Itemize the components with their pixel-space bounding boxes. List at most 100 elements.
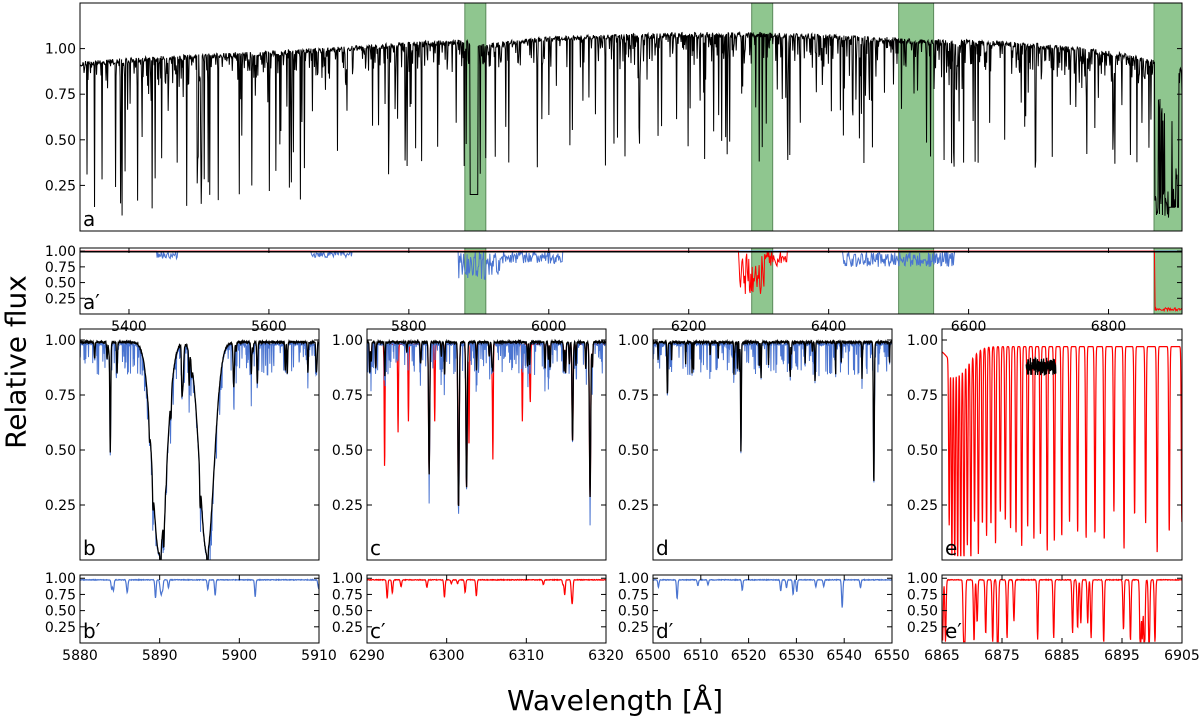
panel-d-plot (653, 338, 892, 483)
a_prime-xtick-label: 6800 (1091, 319, 1127, 335)
d-ytick-label: 0.75 (618, 388, 649, 404)
panel-a-prime-stellar-line (80, 249, 1182, 281)
panel-c_prime-plot (367, 578, 606, 605)
panel-e-observed-line (1025, 356, 1057, 377)
d_prime-xtick-label: 6500 (635, 648, 671, 664)
panel-c-plot (367, 338, 606, 526)
e_prime-xtick-label: 6875 (984, 648, 1020, 664)
panel-a-prime-plot (80, 248, 1182, 314)
panel-b-plot (80, 338, 319, 560)
c_prime-panel-label: c′ (370, 619, 386, 643)
b_prime-ytick-label: 0.50 (45, 604, 76, 620)
e_prime-ytick-label: 0.75 (907, 587, 938, 603)
y-axis-label: Relative flux (0, 275, 33, 449)
e_prime-xtick-label: 6905 (1164, 648, 1200, 664)
d-ytick-label: 1.00 (618, 333, 649, 349)
e_prime-panel-label: e′ (945, 619, 962, 643)
a-ytick-label: 0.75 (45, 87, 76, 103)
e-ytick-label: 0.25 (907, 498, 938, 514)
c_prime-axes-frame (366, 574, 607, 644)
panel-a-spectrum-line (80, 30, 1182, 218)
panel-a-highlight-region (464, 3, 487, 231)
c_prime-xtick-label: 6300 (429, 648, 465, 664)
e_prime-xtick-label: 6885 (1044, 648, 1080, 664)
panel-a-prime-highlight-region (1153, 248, 1182, 314)
a_prime-ytick-label: 0.75 (45, 260, 76, 276)
a_prime-panel-label: a′ (83, 290, 100, 314)
c_prime-ytick-label: 1.00 (332, 571, 363, 587)
d_prime-panel-label: d′ (656, 619, 674, 643)
b-ytick-label: 0.25 (45, 498, 76, 514)
b-ytick-label: 0.50 (45, 443, 76, 459)
panel-d_prime-plot (653, 578, 892, 608)
b_prime-xtick-label: 5910 (301, 648, 337, 664)
b_prime-panel-label: b′ (83, 619, 101, 643)
c-ytick-label: 0.50 (332, 443, 363, 459)
panel-a-prime-highlight-region (898, 248, 935, 314)
b-panel-label: b (83, 536, 96, 560)
c_prime-ytick-label: 0.25 (332, 620, 363, 636)
panel-b_prime-plot (80, 578, 319, 599)
d_prime-ytick-label: 0.50 (618, 604, 649, 620)
e_prime-ytick-label: 1.00 (907, 571, 938, 587)
e-ytick-label: 1.00 (907, 333, 938, 349)
panel-e-plot (942, 346, 1182, 557)
panel-c_prime-model-line (367, 578, 606, 605)
panel-b_prime-model-line (80, 578, 319, 599)
c-panel-label: c (370, 536, 381, 560)
panel-c-telluric-line (367, 343, 606, 507)
a-panel-label: a (83, 207, 95, 231)
b_prime-xtick-label: 5890 (142, 648, 178, 664)
panel-d-observed-line (653, 338, 892, 481)
e-panel-label: e (945, 536, 957, 560)
d_prime-xtick-label: 6540 (826, 648, 862, 664)
d_prime-xtick-label: 6520 (731, 648, 767, 664)
b_prime-ytick-label: 0.25 (45, 620, 76, 636)
d_prime-ytick-label: 0.75 (618, 587, 649, 603)
b-ytick-label: 0.75 (45, 388, 76, 404)
c_prime-xtick-label: 6290 (349, 648, 385, 664)
a_prime-xtick-label: 6600 (951, 319, 987, 335)
b_prime-ytick-label: 0.75 (45, 587, 76, 603)
a_prime-ytick-label: 0.25 (45, 291, 76, 307)
panel-d-model-line (653, 339, 892, 483)
a_prime-ytick-label: 0.50 (45, 276, 76, 292)
panel-e_prime-plot (942, 578, 1182, 643)
d_prime-xtick-label: 6510 (683, 648, 719, 664)
panel-e-telluric-line (942, 346, 1182, 557)
d-ytick-label: 0.25 (618, 498, 649, 514)
c-ytick-label: 0.75 (332, 388, 363, 404)
e_prime-xtick-label: 6865 (924, 648, 960, 664)
x-axis-label: Wavelength [Å] (506, 684, 723, 717)
c_prime-xtick-label: 6310 (509, 648, 545, 664)
panel-d_prime-model-line (653, 578, 892, 608)
panel-e_prime-model-line (942, 578, 1182, 643)
b_prime-axes-frame (79, 574, 320, 644)
panel-c-observed-line (367, 338, 606, 507)
b_prime-ytick-label: 1.00 (45, 571, 76, 587)
e_prime-ytick-label: 0.25 (907, 620, 938, 636)
d_prime-xtick-label: 6530 (779, 648, 815, 664)
d-ytick-label: 0.50 (618, 443, 649, 459)
d-axes-frame (652, 328, 893, 561)
c-ytick-label: 1.00 (332, 333, 363, 349)
a_prime-axes-frame (79, 247, 1183, 315)
a_prime-xtick-label: 5400 (111, 319, 147, 335)
d-panel-label: d (656, 536, 669, 560)
e-ytick-label: 0.75 (907, 388, 938, 404)
panel-a-prime-telluric-line (80, 250, 1182, 313)
b_prime-xtick-label: 5880 (62, 648, 98, 664)
panel-a-highlight-region (898, 3, 935, 231)
a_prime-xtick-label: 5600 (251, 319, 287, 335)
d_prime-xtick-label: 6550 (874, 648, 910, 664)
c-ytick-label: 0.25 (332, 498, 363, 514)
a-ytick-label: 0.25 (45, 178, 76, 194)
b-axes-frame (79, 328, 320, 561)
d_prime-ytick-label: 0.25 (618, 620, 649, 636)
e_prime-axes-frame (941, 574, 1183, 644)
b-ytick-label: 1.00 (45, 333, 76, 349)
a-axes-frame (79, 2, 1183, 232)
e-ytick-label: 0.50 (907, 443, 938, 459)
a-ytick-label: 0.50 (45, 133, 76, 149)
c_prime-xtick-label: 6320 (588, 648, 624, 664)
